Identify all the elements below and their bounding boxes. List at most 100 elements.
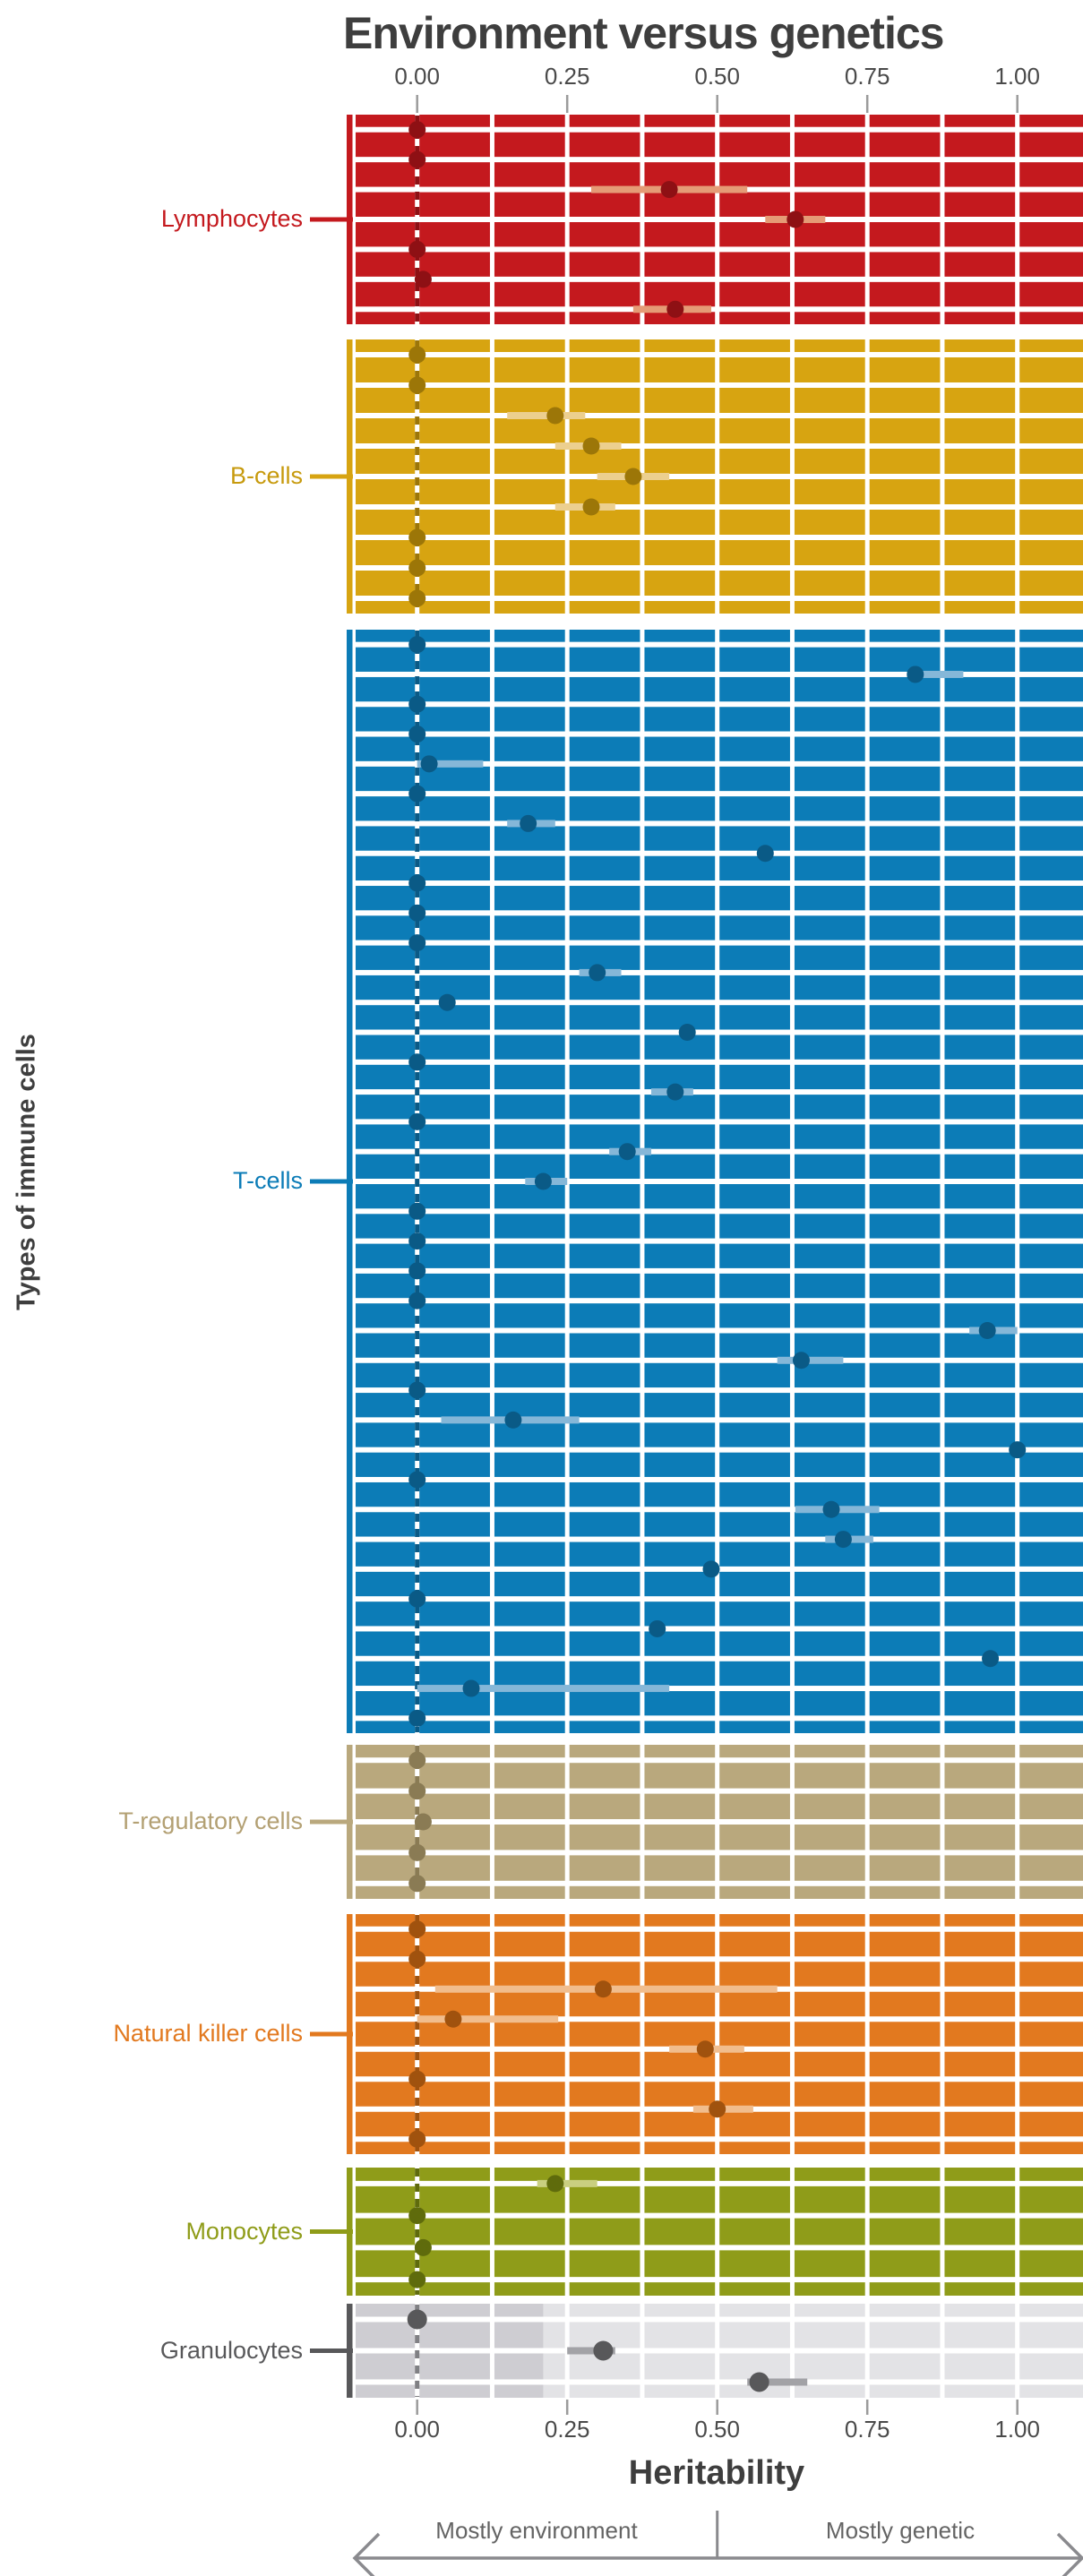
row-track [356, 791, 1083, 797]
bottom-tick-mark [865, 2400, 869, 2415]
category-label-granulocytes: Granulocytes [159, 2336, 303, 2364]
chart-title: Environment versus genetics [343, 8, 944, 58]
estimate-dot [582, 437, 600, 455]
row-track [356, 157, 1083, 163]
ci-bar [747, 2378, 808, 2386]
row-track [356, 2016, 1083, 2022]
estimate-dot [408, 1232, 426, 1250]
estimate-dot [793, 1352, 810, 1370]
estimate-dot [594, 1980, 612, 1998]
row-track [356, 2348, 1083, 2354]
estimate-dot [408, 1950, 426, 1968]
ci-bar [777, 1356, 844, 1364]
estimate-dot [408, 240, 426, 258]
row-track [356, 2136, 1083, 2142]
row-track [356, 1327, 1083, 1334]
category-tick [310, 2348, 353, 2353]
estimate-dot [407, 2309, 427, 2330]
row-track [356, 1536, 1083, 1542]
row-track [356, 1000, 1083, 1006]
row-track [356, 880, 1083, 887]
estimate-dot [408, 1920, 426, 1938]
estimate-dot [408, 1202, 426, 1220]
estimate-dot [822, 1500, 840, 1518]
estimate-dot [408, 636, 426, 654]
row-track [356, 1596, 1083, 1602]
ci-bar [507, 412, 586, 419]
row-track [356, 1357, 1083, 1363]
row-track [356, 306, 1083, 313]
estimate-dot [907, 665, 924, 683]
row-track [356, 596, 1083, 601]
bottom-tick-mark [565, 2400, 569, 2415]
estimate-dot [702, 1560, 720, 1578]
row-track [356, 1267, 1083, 1274]
category-label-monocytes: Monocytes [185, 2217, 303, 2245]
gridline [940, 2168, 945, 2296]
estimate-dot [414, 2238, 432, 2256]
row-track [356, 413, 1083, 418]
row-track [356, 1686, 1083, 1692]
row-track [356, 1179, 1083, 1184]
row-track [356, 1238, 1083, 1244]
row-track [356, 382, 1083, 388]
ci-bar [909, 670, 964, 678]
gridline [864, 2168, 870, 2296]
gridline [564, 1914, 570, 2154]
row-track [356, 1880, 1083, 1886]
estimate-dot [678, 1024, 696, 1042]
gridline [489, 2168, 494, 2296]
row-track [356, 504, 1083, 510]
row-track [356, 1850, 1083, 1856]
top-tick-mark [416, 95, 418, 113]
row-track [356, 1655, 1083, 1662]
bottom-tick-mark [1016, 2400, 1019, 2415]
left-arrowhead-icon [352, 2532, 381, 2576]
row-track [356, 1029, 1083, 1035]
row-track [356, 565, 1083, 571]
row-track [356, 731, 1083, 737]
estimate-dot [593, 2340, 614, 2361]
estimate-dot [438, 993, 456, 1011]
top-tick-mark [565, 95, 569, 113]
row-track [356, 701, 1083, 708]
x-tick-label: 0.50 [694, 2416, 740, 2443]
estimate-dot [414, 270, 432, 288]
estimate-dot [408, 874, 426, 892]
estimate-dot [408, 726, 426, 743]
category-label-b-cells: B-cells [229, 462, 303, 489]
estimate-dot [408, 1590, 426, 1608]
category-label-t-cells: T-cells [232, 1167, 303, 1194]
row-track [356, 1059, 1083, 1065]
row-track [356, 1757, 1083, 1764]
estimate-dot [666, 1083, 684, 1101]
row-track [356, 1476, 1083, 1482]
row-track [356, 641, 1083, 648]
bottom-tick-mark [716, 2400, 718, 2415]
estimate-dot [408, 2130, 426, 2148]
estimate-dot [420, 755, 438, 773]
estimate-dot [408, 528, 426, 546]
estimate-dot [408, 785, 426, 803]
x-tick-label: 0.25 [544, 63, 590, 90]
row-track [356, 850, 1083, 856]
estimate-dot [408, 1709, 426, 1727]
top-tick-mark [1016, 95, 1019, 113]
annotation-mostly-environment: Mostly environment [435, 2517, 638, 2544]
row-track [356, 2316, 1083, 2323]
row-track [356, 969, 1083, 975]
estimate-dot [786, 210, 804, 228]
row-track [356, 352, 1083, 357]
row-track [356, 246, 1083, 253]
estimate-dot [408, 904, 426, 922]
gridline [789, 1914, 795, 2154]
top-tick-mark [716, 95, 718, 113]
gridline [489, 1914, 494, 2154]
category-tick [310, 474, 353, 479]
row-track [356, 2379, 1083, 2385]
estimate-dot [408, 2271, 426, 2288]
row-track [356, 1298, 1083, 1304]
x-tick-label: 0.75 [844, 2416, 890, 2443]
category-label-lymphocytes: Lymphocytes [160, 205, 303, 232]
